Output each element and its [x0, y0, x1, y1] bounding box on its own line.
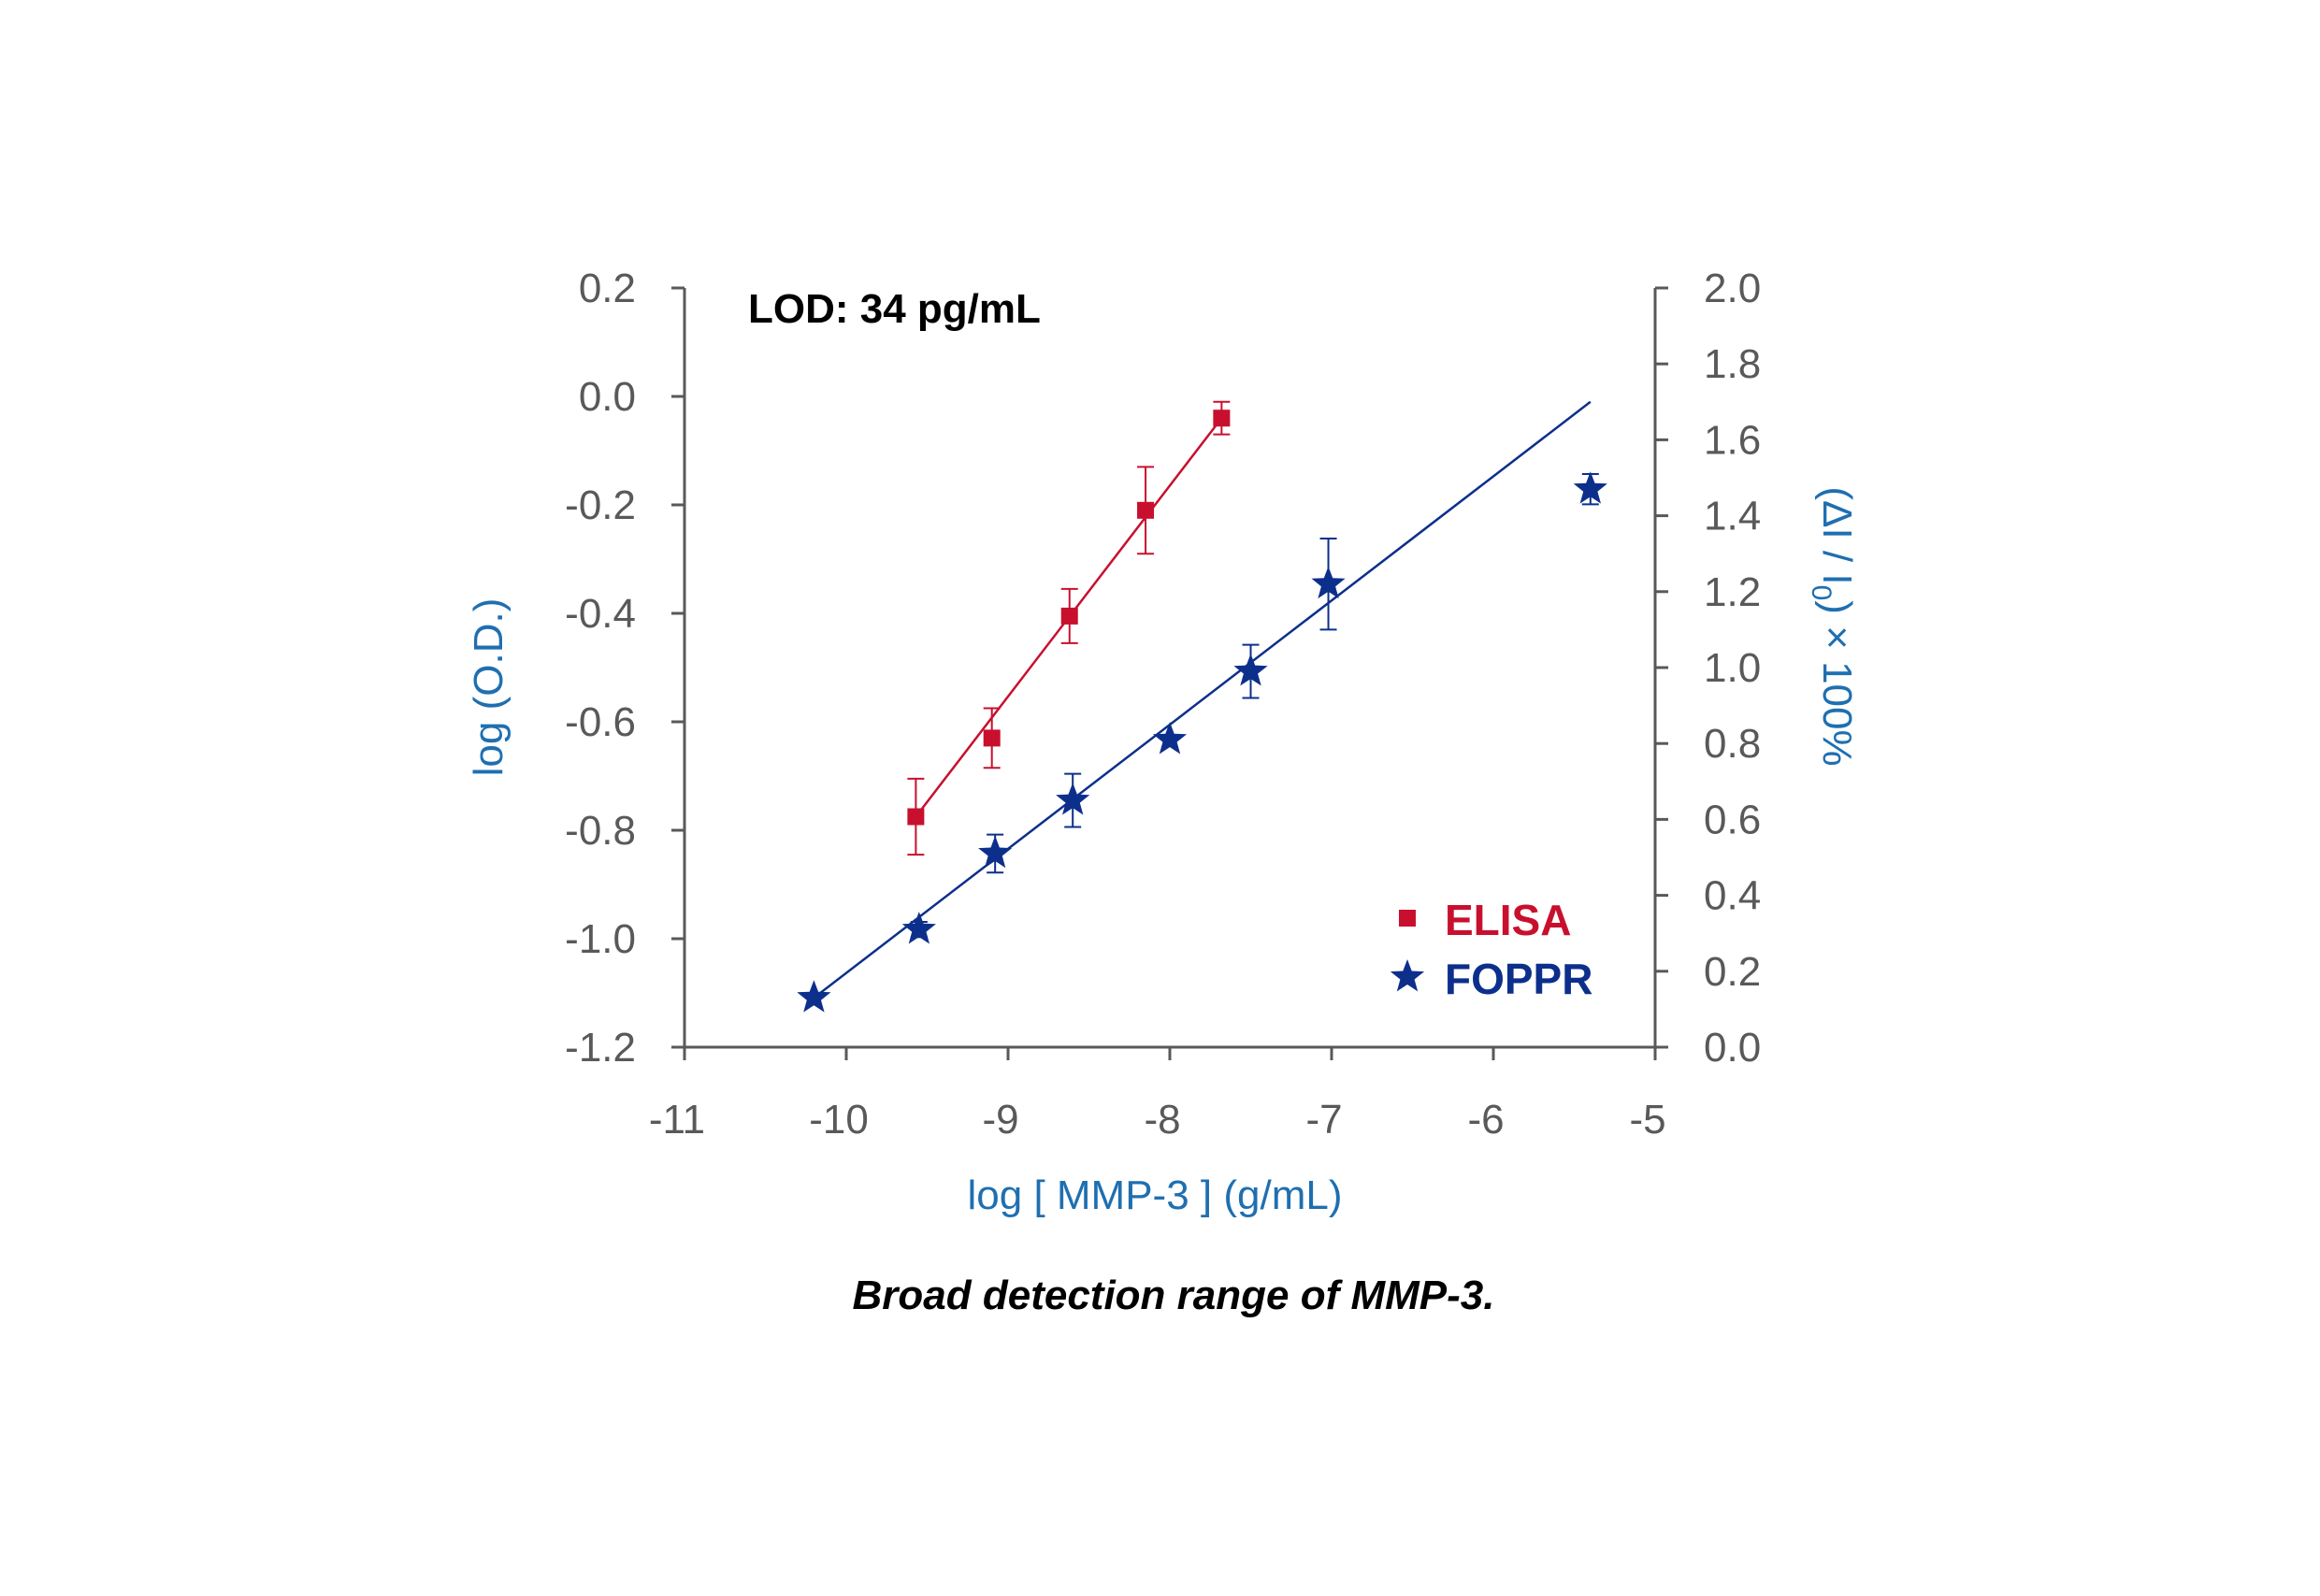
foppr-fit-line [813, 400, 1592, 999]
y-tick-label: -1.2 [565, 1025, 636, 1071]
axes: -11 -10 -9 -8 -7 -6 -5 0.2 0.0 -0.2 -0.4 -0.6 -0.8 -1… [565, 266, 1761, 1143]
x-tick-label: -8 [1144, 1097, 1180, 1143]
elisa-data-point [907, 808, 925, 826]
x-tick-label: -11 [649, 1097, 705, 1143]
elisa-data-point [1213, 410, 1231, 427]
x-tick-label: -7 [1305, 1097, 1342, 1143]
y2-tick-label: 1.4 [1704, 494, 1761, 539]
y2-tick-label: 0.0 [1704, 1025, 1761, 1071]
legend-marker-foppr [1390, 959, 1425, 992]
y2-axis-title-sub: 0 [1806, 585, 1837, 601]
y-tick-label: 0.0 [579, 374, 636, 420]
y2-tick-label: 0.2 [1704, 949, 1761, 995]
foppr-data-point [901, 912, 936, 944]
y2-tick-label: 0.4 [1704, 873, 1761, 919]
y-tick-label: -0.2 [565, 482, 636, 528]
legend: ELISA FOPPR [1390, 896, 1592, 1003]
legend-marker-elisa [1399, 910, 1416, 927]
foppr-data-point [1573, 471, 1607, 504]
x-tick-label: -6 [1467, 1097, 1504, 1143]
elisa-data-point [983, 729, 1001, 747]
foppr-data-point [1152, 722, 1188, 755]
lod-annotation: LOD: 34 pg/mL [748, 286, 1041, 332]
y2-tick-label: 2.0 [1704, 266, 1761, 311]
y-axis-title: log (O.D.) [466, 598, 512, 777]
foppr-data-point [1311, 566, 1346, 599]
y-tick-label: -0.4 [565, 591, 636, 637]
foppr-data-point [797, 980, 831, 1013]
foppr-data-point [1056, 783, 1090, 815]
elisa-data-point [1137, 501, 1155, 519]
y2-axis-title-tail: ) × 100% [1814, 600, 1860, 766]
y2-tick-label: 1.8 [1704, 341, 1761, 387]
figure-caption: Broad detection range of MMP-3. [853, 1272, 1495, 1318]
x-tick-label: -9 [982, 1097, 1018, 1143]
plot-marks [797, 400, 1607, 1013]
y2-axis-title: (ΔI / I0) × 100% [1806, 486, 1860, 766]
elisa-data-point [1060, 607, 1078, 625]
x-tick-label: -10 [809, 1097, 869, 1143]
y2-tick-label: 1.0 [1704, 645, 1761, 691]
y2-tick-label: 1.2 [1704, 569, 1761, 615]
y2-tick-label: 1.6 [1704, 417, 1761, 463]
legend-label-foppr: FOPPR [1445, 955, 1592, 1003]
y-tick-label: -0.8 [565, 808, 636, 854]
y2-tick-label: 0.8 [1704, 721, 1761, 767]
y-tick-label: 0.2 [579, 266, 636, 311]
x-tick-label: -5 [1629, 1097, 1665, 1143]
x-axis-title: log [ MMP-3 ] (g/mL) [968, 1172, 1343, 1218]
y2-tick-label: 0.6 [1704, 797, 1761, 842]
foppr-data-point [978, 835, 1013, 869]
legend-label-elisa: ELISA [1445, 896, 1571, 944]
y-tick-label: -1.0 [565, 916, 636, 962]
y2-axis-title-main: (ΔI / I [1814, 486, 1860, 584]
foppr-data-point [1233, 654, 1268, 686]
y-tick-label: -0.6 [565, 699, 636, 745]
